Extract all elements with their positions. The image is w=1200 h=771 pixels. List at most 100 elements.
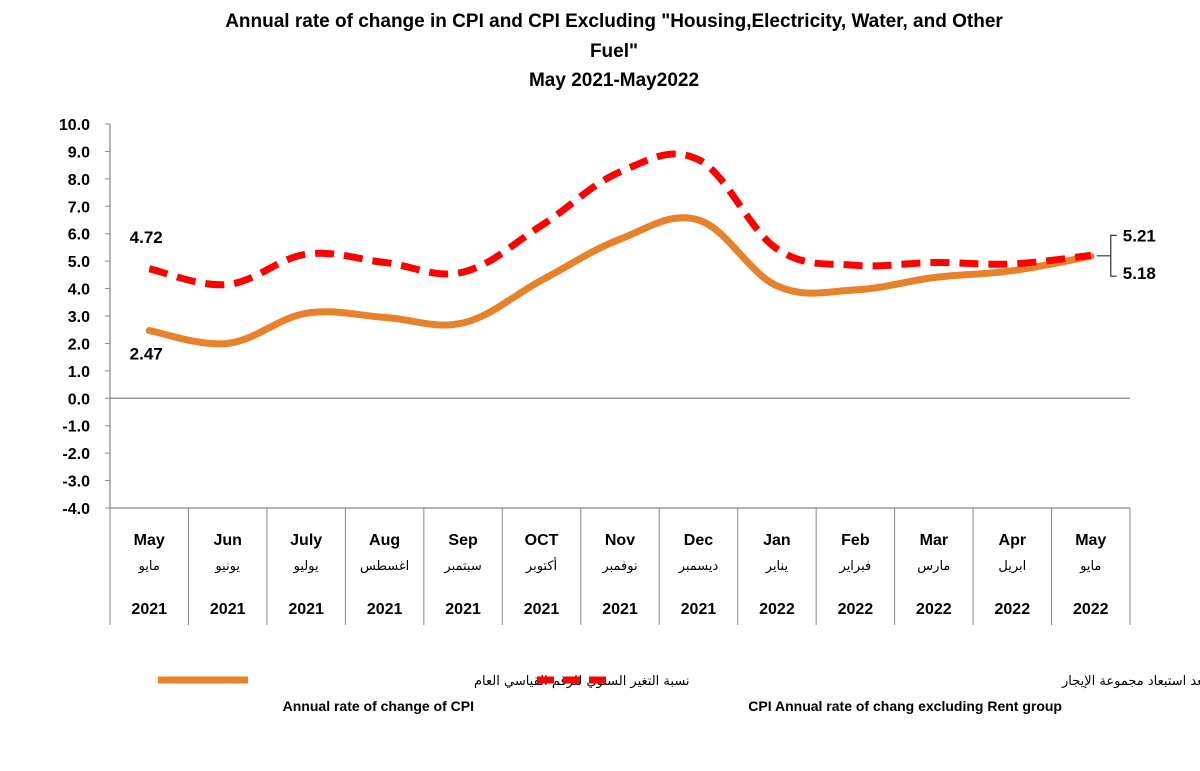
y-tick-label: 4.0 <box>68 282 90 299</box>
category-cell: Jan يناير 2022 <box>759 532 795 618</box>
data-point <box>383 315 387 319</box>
category-label-en: Jan <box>763 532 791 549</box>
data-point <box>775 284 779 288</box>
category-label-en: May <box>134 532 165 549</box>
category-label-en: Aug <box>369 532 400 549</box>
category-cell: Nov نوفمبر 2021 <box>601 532 637 618</box>
category-label-ar: سبتمبر <box>443 559 481 574</box>
category-label-en: OCT <box>525 532 559 549</box>
category-label-ar: اغسطس <box>360 559 409 574</box>
label-bracket <box>1096 234 1117 277</box>
category-year: 2022 <box>759 601 795 618</box>
data-point <box>618 237 622 241</box>
legend-label-cpi-ex-rent-ar: نسب التغير السنوي في الرقم القياسي العام… <box>1061 674 1200 689</box>
data-point <box>618 170 622 174</box>
category-cell: July يوليو 2021 <box>288 532 324 618</box>
series-line-cpi <box>145 214 1095 348</box>
category-cell: Dec ديسمبر 2021 <box>678 532 719 618</box>
data-point <box>304 311 308 315</box>
category-year: 2021 <box>445 601 481 618</box>
legend-label-cpi-ex-rent-en: CPI Annual rate of chang excluding Rent … <box>748 698 1062 714</box>
category-label-en: Sep <box>448 532 478 549</box>
category-year: 2022 <box>1073 601 1109 618</box>
y-tick-label: 9.0 <box>68 144 90 161</box>
data-point <box>932 276 936 280</box>
chart-title: Annual rate of change in CPI and CPI Exc… <box>225 11 1003 91</box>
category-label-ar: يناير <box>765 559 789 574</box>
series-line-cpi-excluding-rent <box>148 150 1092 289</box>
category-label-ar: أكتوبر <box>525 557 557 574</box>
data-point <box>853 263 857 267</box>
data-point <box>1089 253 1093 257</box>
chart-title-line-2: Fuel" <box>590 41 638 62</box>
category-cell: Apr ابريل 2022 <box>995 532 1031 618</box>
category-label-ar: يوليو <box>293 559 319 574</box>
category-label-en: Feb <box>841 532 870 549</box>
data-point <box>696 218 700 222</box>
series-layer <box>145 150 1095 348</box>
category-label-ar: ابريل <box>998 559 1026 574</box>
data-point <box>853 288 857 292</box>
category-label-en: Mar <box>920 532 948 549</box>
category-label-en: Apr <box>999 532 1027 549</box>
y-tick-label: 10.0 <box>59 117 90 134</box>
category-cell: Jun يونيو 2021 <box>210 532 246 618</box>
data-point <box>1010 262 1014 266</box>
y-tick-label: 1.0 <box>68 364 90 381</box>
category-year: 2021 <box>524 601 560 618</box>
category-year: 2021 <box>210 601 246 618</box>
data-point <box>540 278 544 282</box>
category-cell: May مايو 2022 <box>1073 532 1109 618</box>
data-point <box>775 247 779 251</box>
category-cell: Aug اغسطس 2021 <box>360 532 409 618</box>
legend-item-cpi: نسبة التغير السنوي للرقم القياسي العام A… <box>158 674 690 714</box>
category-year: 2022 <box>916 601 952 618</box>
y-tick-label: -3.0 <box>62 474 90 491</box>
category-label-ar: مارس <box>917 559 950 574</box>
category-label-ar: نوفمبر <box>601 559 637 574</box>
y-tick-label: -2.0 <box>62 446 90 463</box>
legend-item-cpi-ex-rent: نسب التغير السنوي في الرقم القياسي العام… <box>537 674 1200 714</box>
y-tick-label: 6.0 <box>68 227 90 244</box>
y-tick-label: 5.0 <box>68 254 90 271</box>
y-tick-label: 0.0 <box>68 391 90 408</box>
data-point <box>226 282 230 286</box>
y-axis: 10.0 9.0 8.0 7.0 6.0 5.0 4.0 3.0 2.0 1.0 0.0 -1.0 -2… <box>59 117 111 518</box>
category-label-en: Jun <box>213 532 241 549</box>
category-year: 2022 <box>995 601 1031 618</box>
legend: نسبة التغير السنوي للرقم القياسي العام A… <box>158 674 1200 714</box>
category-cell: Feb فبراير 2022 <box>838 532 874 618</box>
category-label-en: July <box>290 532 322 549</box>
category-year: 2021 <box>367 601 403 618</box>
chart-title-line-1: Annual rate of change in CPI and CPI Exc… <box>225 11 1003 32</box>
category-year: 2021 <box>602 601 638 618</box>
category-cell: May مايو 2021 <box>131 532 167 618</box>
category-label-ar: ديسمبر <box>678 559 719 574</box>
y-tick-label: -4.0 <box>62 501 90 518</box>
y-tick-label: 8.0 <box>68 172 90 189</box>
data-label: 2.47 <box>130 345 163 364</box>
y-tick-label: 2.0 <box>68 336 90 353</box>
data-label: 4.72 <box>130 228 163 247</box>
category-label-ar: يونيو <box>214 559 240 574</box>
data-label: 5.18 <box>1123 264 1156 283</box>
category-year: 2021 <box>288 601 324 618</box>
category-cell: Sep سبتمبر 2021 <box>443 532 481 618</box>
data-point <box>461 270 465 274</box>
data-point <box>147 267 151 271</box>
data-point <box>304 252 308 256</box>
category-label-ar: مايو <box>1079 559 1101 574</box>
category-table: May مايو 2021 Jun يونيو 2021 July يوليو 2021 Aug ا… <box>109 507 1131 625</box>
category-label-ar: فبراير <box>839 559 872 574</box>
category-label-en: Nov <box>605 532 635 549</box>
category-label-en: Dec <box>684 532 713 549</box>
data-point <box>932 261 936 265</box>
y-tick-label: -1.0 <box>62 419 90 436</box>
category-cell: Mar مارس 2022 <box>916 532 952 618</box>
y-tick-label: 3.0 <box>68 309 90 326</box>
data-point <box>1010 269 1014 273</box>
category-cell: OCT أكتوبر 2021 <box>524 532 560 618</box>
data-point <box>696 158 700 162</box>
y-tick-label: 7.0 <box>68 199 90 216</box>
